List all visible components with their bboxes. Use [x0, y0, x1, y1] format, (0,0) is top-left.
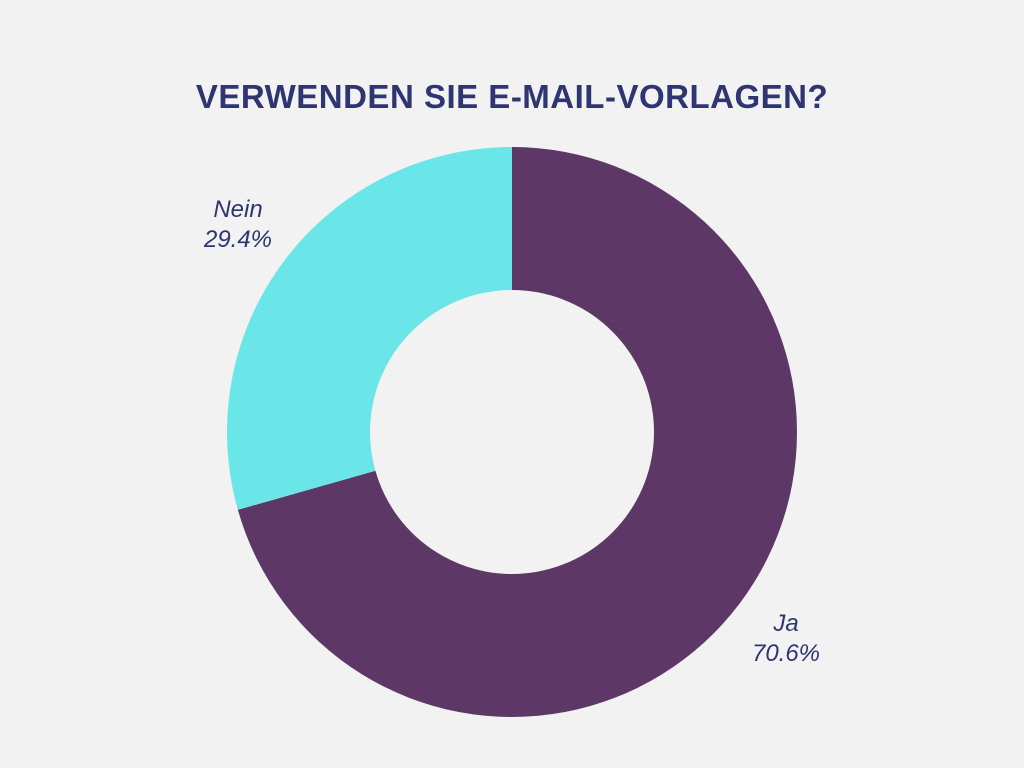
slice-label-name: Ja: [773, 610, 799, 637]
slice-nein: [226, 147, 512, 510]
slice-label-nein: Nein 29.4%: [178, 195, 298, 255]
slice-ja: [237, 147, 798, 717]
chart-title: VERWENDEN SIE E-MAIL-VORLAGEN?: [195, 78, 829, 115]
slice-label-ja: Ja 70.6%: [726, 609, 846, 669]
slice-label-value: 70.6%: [751, 640, 821, 667]
slice-label-name: Nein: [213, 196, 263, 223]
slice-label-value: 29.4%: [203, 226, 273, 253]
